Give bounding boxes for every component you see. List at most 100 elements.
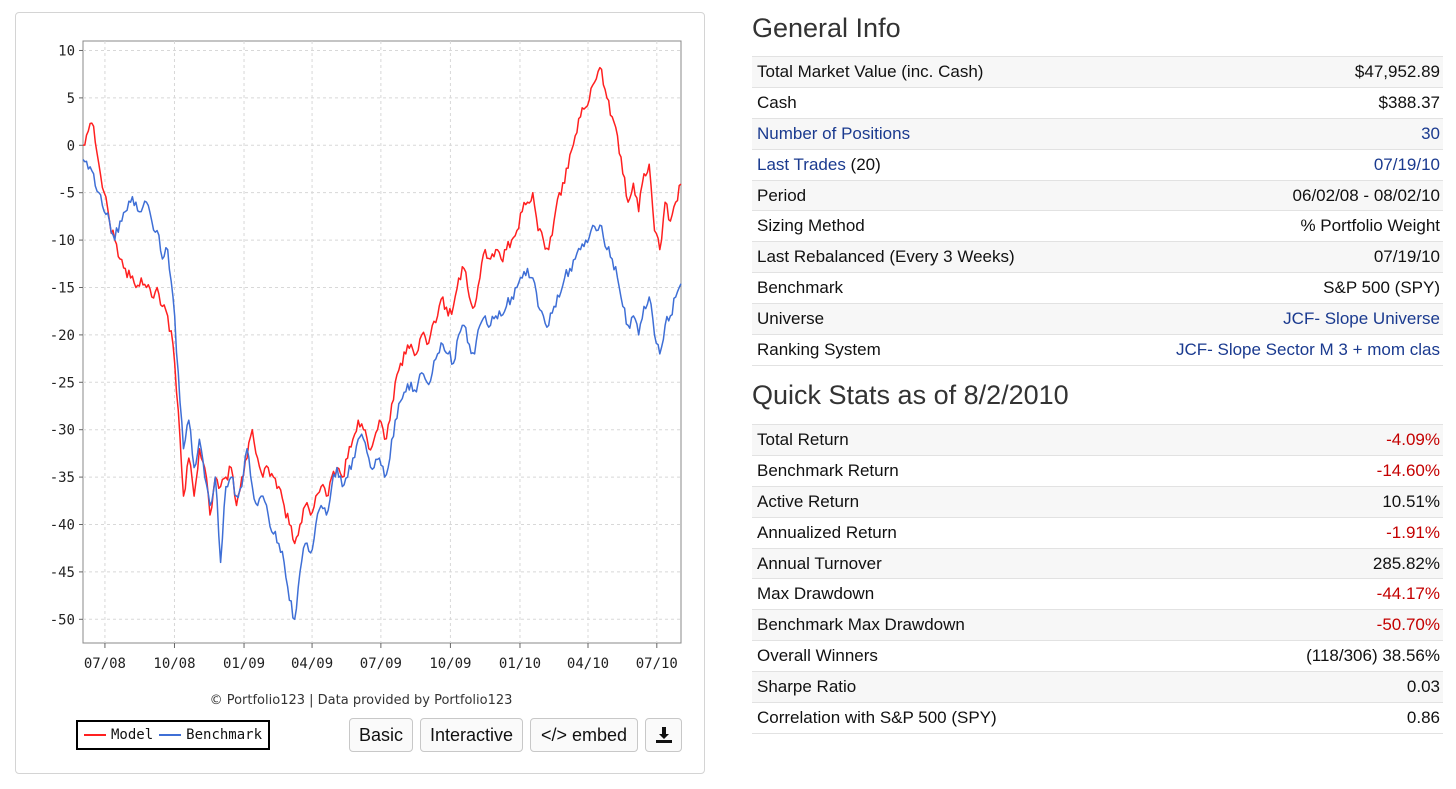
table-row: Cash $388.37 [752,86,1443,119]
row-label: Last Rebalanced (Every 3 Weeks) [752,241,1094,273]
table-row: Overall Winners (118/306) 38.56% [752,640,1443,672]
table-row: Last Rebalanced (Every 3 Weeks) 07/19/10 [752,241,1443,273]
y-tick-label: 10 [58,43,75,59]
y-tick-label: -5 [58,186,75,202]
table-row: Sharpe Ratio 0.03 [752,671,1443,703]
y-tick-label: -45 [50,565,75,581]
general-info-table: Total Market Value (inc. Cash) $47,952.8… [752,56,1443,366]
table-row: Sizing Method % Portfolio Weight [752,210,1443,242]
last-trades-date-link[interactable]: 07/19/10 [1093,148,1443,181]
legend-label-model: Model [111,727,154,743]
y-tick-label: -50 [50,612,75,628]
chart-credit: © Portfolio123 | Data provided by Portfo… [209,693,513,708]
legend-label-benchmark: Benchmark [186,727,263,743]
y-tick-label: -25 [50,375,75,391]
row-value: 0.86 [1191,702,1443,734]
row-value: 0.03 [1191,671,1443,703]
row-label: Overall Winners [752,640,1192,672]
interactive-button[interactable]: Interactive [420,718,523,752]
row-label: Ranking System [752,334,1094,366]
row-label: Cash [752,86,1094,119]
row-value: $47,952.89 [1093,56,1443,88]
plot-area [82,40,682,644]
table-row: Universe JCF- Slope Universe [752,303,1443,335]
row-value: -44.17% [1191,578,1443,610]
row-label: Active Return [752,485,1192,518]
y-tick-label: -20 [50,328,75,344]
embed-button[interactable]: </> embed [530,718,638,752]
table-row: Last Trades (20) 07/19/10 [752,148,1443,181]
chart-axes: 10 5 0 -5 -10 -15 -20 -25 -30 -35 -40 -45 -50 07/08 10… [50,43,678,672]
table-row: Max Drawdown -44.17% [752,578,1443,610]
y-tick-label: -35 [50,470,75,486]
chart-series [82,66,682,621]
last-trades-count: (20) [845,154,881,174]
table-row: Number of Positions 30 [752,117,1443,150]
number-of-positions-link[interactable]: Number of Positions [752,117,1094,150]
table-row: Annual Turnover 285.82% [752,547,1443,579]
row-label: Benchmark Return [752,454,1192,487]
row-value: 10.51% [1191,485,1443,518]
last-trades-link[interactable]: Last Trades [757,154,846,174]
row-value: (118/306) 38.56% [1191,640,1443,672]
row-value: 285.82% [1191,547,1443,579]
x-tick-label: 10/08 [153,656,195,672]
row-label: Benchmark [752,272,1094,304]
table-row: Period 06/02/08 - 08/02/10 [752,179,1443,211]
download-button[interactable] [645,718,682,752]
row-label-last-trades: Last Trades (20) [752,148,1094,181]
x-tick-label: 07/09 [360,656,402,672]
table-row: Benchmark Max Drawdown -50.70% [752,609,1443,641]
general-info-title: General Info [752,13,901,43]
y-tick-label: 5 [67,91,75,107]
table-row: Active Return 10.51% [752,485,1443,518]
row-label: Sharpe Ratio [752,671,1192,703]
table-row: Correlation with S&P 500 (SPY) 0.86 [752,702,1443,734]
chart-legend: Model Benchmark [76,720,271,750]
series-line-model [82,66,682,545]
row-label: Correlation with S&P 500 (SPY) [752,702,1192,734]
performance-chart: 10 5 0 -5 -10 -15 -20 -25 -30 -35 -40 -45 -50 07/08 10… [50,40,682,672]
table-row: Ranking System JCF- Slope Sector M 3 + m… [752,334,1443,366]
row-value: -14.60% [1191,454,1443,487]
row-label: Universe [752,303,1094,335]
legend-swatch-model [84,734,106,736]
row-value: $388.37 [1093,86,1443,119]
row-label: Total Return [752,424,1192,456]
download-icon [655,727,672,743]
table-row: Benchmark Return -14.60% [752,454,1443,487]
row-value: 07/19/10 [1093,241,1443,273]
positions-count-link[interactable]: 30 [1093,117,1443,150]
legend-item-benchmark: Benchmark [159,727,262,743]
table-row: Benchmark S&P 500 (SPY) [752,272,1443,304]
row-value: 06/02/08 - 08/02/10 [1093,179,1443,211]
x-tick-label: 10/09 [429,656,471,672]
row-label: Benchmark Max Drawdown [752,609,1192,641]
x-tick-label: 01/10 [499,656,541,672]
x-tick-label: 04/09 [291,656,333,672]
row-value: -4.09% [1191,424,1443,456]
x-tick-label: 07/10 [636,656,678,672]
y-tick-label: 0 [67,138,75,154]
y-tick-label: -30 [50,423,75,439]
ranking-system-link[interactable]: JCF- Slope Sector M 3 + mom clas [1093,334,1443,366]
row-label: Period [752,179,1094,211]
universe-link[interactable]: JCF- Slope Universe [1093,303,1443,335]
quick-stats-title: Quick Stats as of 8/2/2010 [752,380,1069,410]
legend-swatch-benchmark [159,734,182,736]
x-tick-label: 04/10 [567,656,609,672]
table-row: Annualized Return -1.91% [752,516,1443,549]
legend-item-model: Model [84,727,153,743]
y-tick-label: -10 [50,233,75,249]
performance-chart-card: 10 5 0 -5 -10 -15 -20 -25 -30 -35 -40 -45 -50 07/08 10… [15,12,705,774]
row-value: % Portfolio Weight [1093,210,1443,242]
row-value: -50.70% [1191,609,1443,641]
basic-button[interactable]: Basic [349,718,413,752]
row-label: Max Drawdown [752,578,1192,610]
row-label: Sizing Method [752,210,1094,242]
x-tick-label: 01/09 [223,656,265,672]
chart-grid [82,40,682,644]
series-line-benchmark [82,159,682,621]
y-tick-label: -40 [50,517,75,533]
table-row: Total Return -4.09% [752,424,1443,456]
